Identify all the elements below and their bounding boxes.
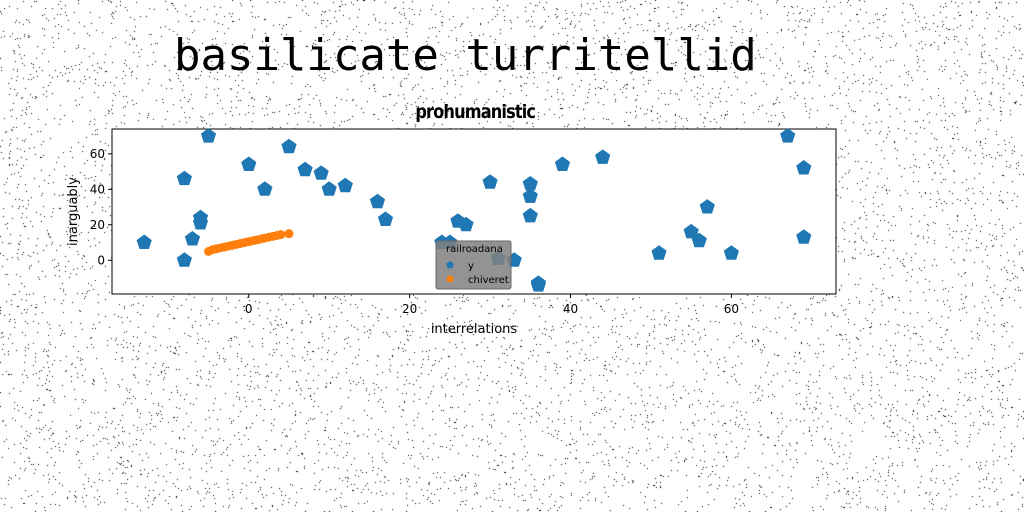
x-tick-label: 40 bbox=[563, 302, 578, 316]
y-axis-label: inarguably bbox=[66, 177, 81, 246]
data-point bbox=[683, 223, 699, 239]
data-point bbox=[458, 216, 474, 232]
data-point bbox=[723, 245, 739, 260]
data-point bbox=[257, 181, 273, 196]
data-point bbox=[699, 199, 715, 214]
x-tick-label: 60 bbox=[724, 302, 739, 316]
legend: railroadana y chiveret bbox=[435, 240, 512, 290]
data-point bbox=[200, 128, 217, 143]
data-point bbox=[369, 193, 386, 209]
data-point bbox=[796, 229, 812, 244]
data-point bbox=[651, 245, 667, 260]
data-point bbox=[691, 232, 707, 248]
x-tick-label: 0 bbox=[245, 302, 253, 316]
data-point bbox=[522, 188, 538, 203]
legend-label: y bbox=[468, 261, 474, 272]
data-point bbox=[554, 156, 571, 171]
data-point bbox=[284, 229, 294, 239]
axis-ticks: 0 20 40 60 0 20 40 60 bbox=[90, 147, 739, 316]
legend-box bbox=[435, 240, 512, 290]
data-point bbox=[176, 170, 192, 186]
data-point bbox=[313, 165, 329, 180]
data-point bbox=[595, 149, 611, 164]
data-point bbox=[192, 209, 209, 225]
y-tick-label: 60 bbox=[90, 147, 105, 161]
data-point bbox=[136, 234, 152, 249]
data-point bbox=[796, 160, 812, 175]
legend-marker bbox=[446, 275, 454, 283]
y-tick-label: 40 bbox=[90, 182, 105, 196]
legend-marker bbox=[446, 261, 454, 269]
chart-title: prohumanistic bbox=[415, 101, 536, 123]
data-point bbox=[176, 252, 192, 267]
data-point bbox=[482, 174, 498, 189]
y-tick-label: 20 bbox=[90, 218, 105, 232]
data-point bbox=[276, 230, 286, 240]
data-point bbox=[281, 138, 297, 154]
data-point bbox=[184, 231, 201, 246]
page-title: basilicate turritellid bbox=[174, 30, 757, 81]
legend-label: chiveret bbox=[468, 275, 509, 286]
data-point bbox=[522, 176, 538, 191]
legend-items: y chiveret bbox=[446, 261, 509, 286]
x-tick-label: 20 bbox=[402, 302, 417, 316]
data-point bbox=[241, 156, 257, 171]
data-point bbox=[780, 128, 796, 143]
data-point bbox=[530, 275, 546, 290]
data-point bbox=[321, 181, 337, 196]
data-point bbox=[297, 161, 313, 177]
y-tick-label: 0 bbox=[97, 253, 105, 267]
legend-title: railroadana bbox=[446, 244, 503, 255]
data-point bbox=[337, 177, 353, 193]
data-point bbox=[377, 211, 394, 226]
data-point bbox=[522, 207, 538, 223]
x-axis-label: interrelations bbox=[431, 322, 518, 337]
